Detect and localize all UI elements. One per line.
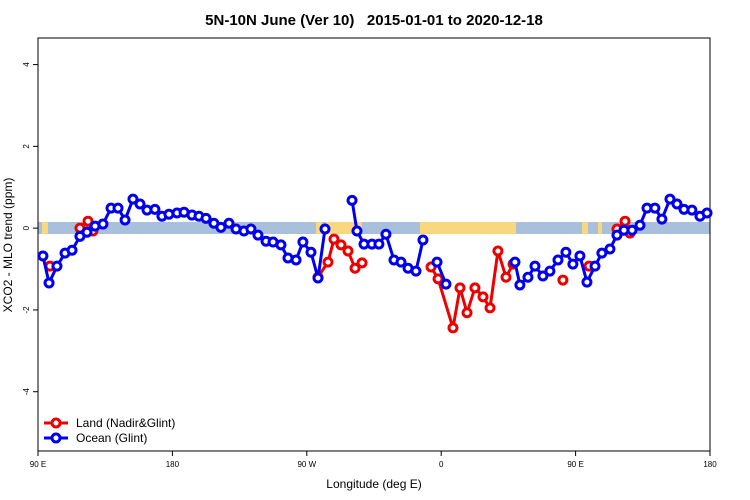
data-point	[500, 271, 512, 283]
data-point	[492, 245, 504, 257]
chart-title: 5N-10N June (Ver 10) 2015-01-01 to 2020-…	[205, 12, 543, 29]
data-point	[440, 278, 452, 290]
data-point	[574, 250, 586, 262]
x-tick-label: 90 E	[30, 460, 46, 469]
data-point	[342, 245, 354, 257]
data-point	[223, 217, 235, 229]
data-point	[395, 256, 407, 268]
data-point	[447, 322, 459, 334]
data-point	[701, 207, 713, 219]
data-point	[581, 276, 593, 288]
data-point	[469, 282, 481, 294]
data-point	[671, 198, 683, 210]
data-point	[312, 272, 324, 284]
data-point	[604, 243, 616, 255]
x-tick-label: 180	[703, 460, 717, 469]
data-point	[656, 213, 668, 225]
data-point	[611, 229, 623, 241]
data-point	[477, 291, 489, 303]
data-point	[649, 202, 661, 214]
data-point	[634, 219, 646, 231]
data-point	[305, 246, 317, 258]
data-point	[373, 238, 385, 250]
data-point	[66, 244, 78, 256]
data-point	[149, 203, 161, 215]
data-point	[417, 234, 429, 246]
data-point	[319, 223, 331, 235]
y-tick-label: -2	[22, 306, 31, 314]
data-point	[686, 204, 698, 216]
data-point	[200, 212, 212, 224]
data-point	[619, 215, 631, 227]
data-point	[514, 279, 526, 291]
data-point	[43, 277, 55, 289]
data-point	[431, 256, 443, 268]
data-point	[245, 223, 257, 235]
plot	[37, 193, 713, 334]
data-point	[322, 256, 334, 268]
data-point	[97, 218, 109, 230]
data-point	[346, 194, 358, 206]
data-point	[552, 254, 564, 266]
data-point	[119, 214, 131, 226]
y-tick-label: 4	[22, 62, 31, 67]
data-point	[380, 228, 392, 240]
data-point	[335, 239, 347, 251]
data-point	[252, 229, 264, 241]
data-point	[664, 193, 676, 205]
data-point	[297, 236, 309, 248]
data-point	[596, 247, 608, 259]
data-point	[626, 224, 638, 236]
data-point	[290, 254, 302, 266]
data-point	[37, 250, 49, 262]
y-tick-label: 0	[22, 225, 31, 230]
data-point	[484, 302, 496, 314]
data-point	[454, 282, 466, 294]
land-ocean-band	[38, 222, 710, 234]
data-point	[567, 258, 579, 270]
y-tick-label: 2	[22, 144, 31, 149]
data-point	[529, 260, 541, 272]
data-point	[127, 193, 139, 205]
legend-marker	[50, 417, 62, 429]
data-point	[560, 246, 572, 258]
x-tick-label: 90 E	[567, 460, 583, 469]
legend-label: Land (Nadir&Glint)	[76, 416, 175, 430]
plot-frame	[37, 37, 711, 452]
data-point	[557, 274, 569, 286]
data-point	[544, 265, 556, 277]
x-tick-label: 180	[166, 460, 180, 469]
data-point	[589, 260, 601, 272]
data-point	[351, 225, 363, 237]
data-point	[328, 233, 340, 245]
data-point	[112, 202, 124, 214]
legend-marker	[50, 432, 62, 444]
data-point	[51, 260, 63, 272]
data-point	[275, 239, 287, 251]
data-point	[349, 262, 361, 274]
legend-label: Ocean (Glint)	[76, 431, 147, 445]
data-point	[432, 273, 444, 285]
data-point	[134, 198, 146, 210]
data-point	[522, 271, 534, 283]
data-point	[509, 256, 521, 268]
data-point	[356, 257, 368, 269]
data-point	[82, 215, 94, 227]
data-point	[461, 307, 473, 319]
x-tick-label: 90 W	[297, 460, 316, 469]
data-point	[410, 265, 422, 277]
y-axis-label: XCO2 - MLO trend (ppm)	[1, 178, 15, 313]
x-axis-label: Longitude (deg E)	[326, 477, 421, 491]
data-point	[537, 270, 549, 282]
data-point	[215, 221, 227, 233]
data-point	[81, 226, 93, 238]
y-tick-label: -4	[22, 388, 31, 396]
x-tick-label: 0	[439, 460, 444, 469]
